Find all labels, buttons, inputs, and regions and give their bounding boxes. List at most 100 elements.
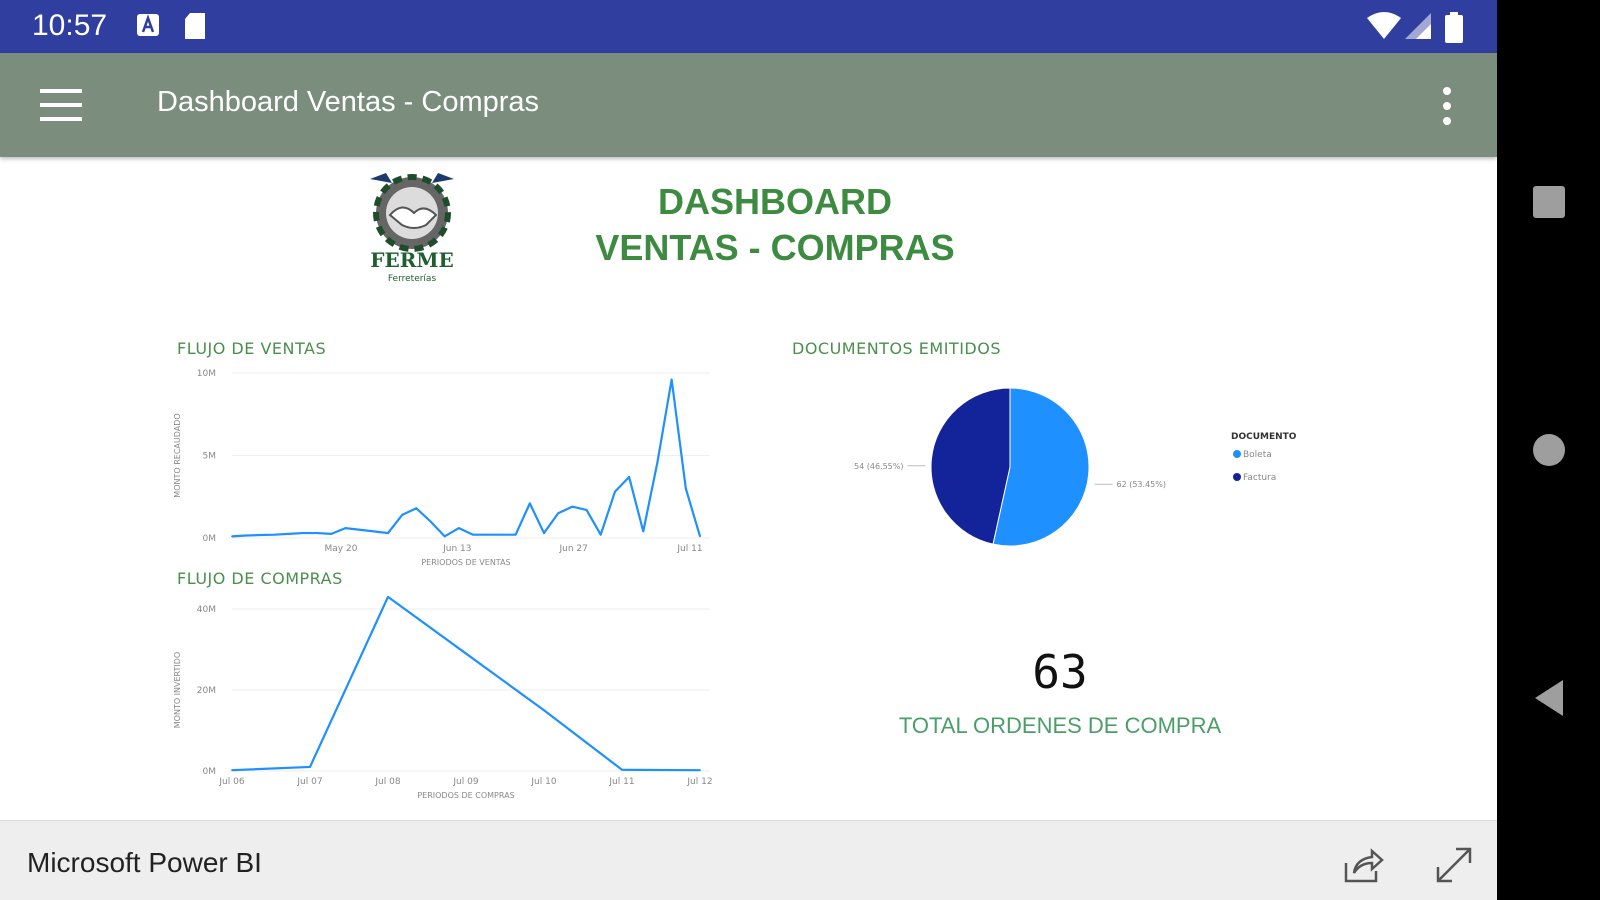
compras-y-tick-label: 0M	[203, 767, 217, 777]
compras-y-tick-label: 40M	[197, 605, 216, 615]
ventas-data-point	[344, 527, 347, 529]
compras-chart-title: FLUJO DE COMPRAS	[177, 569, 343, 588]
dashboard-title: DASHBOARD VENTAS - COMPRAS	[560, 179, 990, 271]
dashboard-title-line2: VENTAS - COMPRAS	[595, 227, 955, 268]
ventas-data-point	[543, 532, 545, 534]
ventas-data-point	[656, 461, 659, 463]
expand-icon[interactable]	[1432, 843, 1476, 887]
battery-icon	[1445, 12, 1463, 43]
ventas-data-point	[429, 520, 432, 523]
compras-data-point	[387, 595, 389, 598]
ventas-data-point	[387, 532, 389, 534]
pie-legend-entry: Boleta	[1243, 450, 1272, 460]
logo-text: FERME	[370, 248, 453, 272]
compras-y-axis-title: MONTO INVERTIDO	[173, 652, 182, 728]
app-bar: Dashboard Ventas - Compras	[0, 53, 1497, 157]
ventas-data-point	[259, 534, 262, 536]
compras-x-axis-title: PERIODOS DE COMPRAS	[417, 791, 514, 800]
ventas-data-point	[614, 490, 616, 493]
ventas-data-point	[684, 487, 687, 490]
ventas-data-point	[699, 535, 701, 538]
ferme-logo: FERME Ferreterías	[370, 173, 454, 284]
share-icon[interactable]	[1340, 843, 1384, 887]
ventas-data-point	[231, 535, 233, 538]
ventas-y-tick-label: 10M	[197, 369, 216, 379]
ventas-data-point	[302, 532, 304, 534]
ventas-y-tick-label: 5M	[203, 452, 217, 462]
ventas-y-axis-title: MONTO RECAUDADO	[173, 413, 182, 497]
ventas-data-point	[330, 532, 333, 535]
device-screen: 10:57 Dashboard Ventas - Compras	[0, 0, 1497, 900]
notification-a-icon	[137, 14, 159, 36]
total-ordenes-label: TOTAL ORDENES DE COMPRA	[898, 713, 1222, 738]
ventas-data-point	[571, 505, 574, 508]
handshake-icon	[388, 206, 438, 229]
ventas-data-point	[500, 533, 503, 536]
wifi-icon	[1367, 12, 1401, 39]
app-title: Dashboard Ventas - Compras	[157, 86, 540, 118]
report-canvas: FERME Ferreterías DASHBOARD VENTAS - COM…	[0, 157, 1497, 820]
compras-x-tick-label: Jul 10	[530, 777, 556, 787]
back-icon[interactable]	[1527, 676, 1571, 720]
home-icon[interactable]	[1527, 428, 1571, 472]
ventas-series-line	[231, 378, 702, 538]
compras-data-point	[621, 768, 623, 771]
status-time: 10:57	[32, 9, 108, 42]
ventas-data-point	[670, 378, 673, 381]
pie-slice-factura	[930, 387, 1011, 545]
ventas-data-point	[287, 532, 290, 535]
compras-data-point	[231, 769, 233, 772]
ventas-data-point	[372, 530, 375, 533]
ventas-data-point	[245, 534, 248, 537]
more-vert-icon[interactable]	[1430, 81, 1464, 131]
ventas-data-point	[514, 533, 517, 536]
ventas-data-point	[585, 509, 588, 511]
ventas-x-tick-label: Jul 11	[676, 544, 702, 554]
compras-data-point	[543, 709, 545, 712]
ventas-x-axis-title: PERIODOS DE VENTAS	[421, 558, 510, 567]
ventas-data-point	[273, 533, 276, 536]
pie-legend-marker	[1233, 450, 1241, 458]
pie-legend-entry: Factura	[1243, 473, 1276, 483]
compras-x-tick-label: Jul 06	[218, 777, 244, 787]
ventas-x-tick-label: May 20	[325, 544, 358, 554]
compras-series-line	[231, 595, 701, 772]
ventas-y-tick-label: 0M	[203, 534, 217, 544]
ventas-x-tick-label: Jun 13	[442, 544, 471, 554]
ventas-data-point	[443, 535, 446, 538]
docs-chart-title: DOCUMENTOS EMITIDOS	[792, 339, 1001, 358]
compras-x-tick-label: Jul 08	[374, 777, 400, 787]
app-name: Microsoft Power BI	[27, 847, 262, 878]
compras-x-tick-label: Jul 11	[608, 777, 634, 787]
pie-legend-title: DOCUMENTO	[1231, 432, 1297, 442]
compras-x-tick-label: Jul 07	[296, 777, 322, 787]
recents-icon[interactable]	[1527, 180, 1571, 224]
ventas-data-point	[316, 532, 318, 534]
compras-y-tick-label: 20M	[197, 686, 216, 696]
ventas-data-point	[557, 512, 560, 515]
hamburger-icon[interactable]	[30, 79, 92, 131]
compras-x-tick-label: Jul 09	[452, 777, 478, 787]
compras-x-tick-label: Jul 12	[686, 777, 712, 787]
dashboard-title-line1: DASHBOARD	[658, 181, 892, 222]
pie-data-label: 62 (53.45%)	[1117, 480, 1166, 489]
ventas-data-point	[628, 476, 630, 478]
total-ordenes-value: 63	[1032, 645, 1088, 699]
ventas-data-point	[458, 527, 460, 529]
bottom-bar: Microsoft Power BI	[0, 820, 1497, 900]
ventas-data-point	[528, 502, 531, 505]
pie-data-label: 54 (46.55%)	[854, 462, 903, 471]
pie-slice-boleta	[992, 387, 1090, 547]
ventas-data-point	[472, 533, 474, 536]
ventas-data-point	[401, 514, 404, 516]
ventas-data-point	[358, 528, 361, 531]
status-bar: 10:57	[0, 0, 1497, 53]
compras-data-point	[465, 652, 467, 655]
compras-data-point	[699, 769, 701, 772]
ventas-x-tick-label: Jun 27	[558, 544, 587, 554]
pie-legend-marker	[1233, 473, 1241, 481]
ventas-data-point	[642, 530, 645, 533]
signal-icon	[1405, 13, 1431, 39]
ventas-data-point	[599, 533, 602, 536]
logo-subtext: Ferreterías	[388, 274, 437, 284]
